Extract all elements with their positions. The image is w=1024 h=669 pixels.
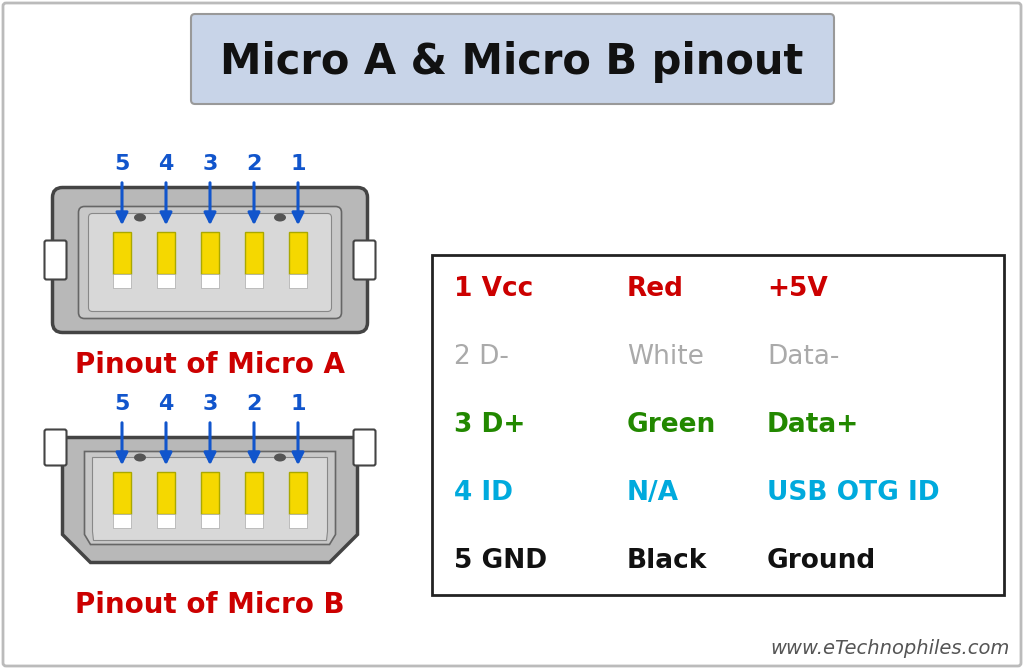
- Ellipse shape: [274, 213, 286, 221]
- Text: USB OTG ID: USB OTG ID: [767, 480, 940, 506]
- Bar: [113, 232, 131, 274]
- Text: 4: 4: [159, 154, 174, 174]
- Text: 1: 1: [290, 394, 306, 414]
- Text: Green: Green: [627, 412, 716, 438]
- Text: 2 D-: 2 D-: [454, 344, 509, 370]
- FancyBboxPatch shape: [3, 3, 1021, 666]
- Ellipse shape: [134, 454, 146, 462]
- Bar: [201, 274, 219, 288]
- FancyBboxPatch shape: [353, 429, 376, 466]
- Bar: [201, 232, 219, 274]
- Text: Pinout of Micro B: Pinout of Micro B: [75, 591, 345, 619]
- Polygon shape: [92, 458, 328, 541]
- Polygon shape: [85, 452, 336, 545]
- Text: 2: 2: [247, 394, 262, 414]
- Text: Data-: Data-: [767, 344, 840, 370]
- Bar: [157, 472, 175, 514]
- Bar: [113, 514, 131, 528]
- Bar: [201, 472, 219, 514]
- FancyBboxPatch shape: [44, 240, 67, 280]
- Bar: [157, 232, 175, 274]
- Bar: [245, 274, 263, 288]
- Text: 5: 5: [115, 394, 130, 414]
- Text: 4 ID: 4 ID: [454, 480, 513, 506]
- Bar: [289, 472, 307, 514]
- Text: Micro A & Micro B pinout: Micro A & Micro B pinout: [220, 41, 804, 83]
- Bar: [157, 514, 175, 528]
- Text: 3: 3: [203, 154, 218, 174]
- Text: White: White: [627, 344, 703, 370]
- FancyBboxPatch shape: [79, 207, 341, 318]
- Bar: [245, 232, 263, 274]
- Bar: [289, 514, 307, 528]
- Bar: [201, 514, 219, 528]
- Bar: [113, 472, 131, 514]
- Text: Data+: Data+: [767, 412, 859, 438]
- Text: 2: 2: [247, 154, 262, 174]
- FancyBboxPatch shape: [88, 213, 332, 312]
- Text: 3 D+: 3 D+: [454, 412, 525, 438]
- Text: 1 Vcc: 1 Vcc: [454, 276, 534, 302]
- FancyBboxPatch shape: [44, 429, 67, 466]
- Ellipse shape: [134, 213, 146, 221]
- Text: 4: 4: [159, 394, 174, 414]
- FancyBboxPatch shape: [353, 240, 376, 280]
- Bar: [113, 274, 131, 288]
- Text: 5 GND: 5 GND: [454, 548, 547, 574]
- Text: www.eTechnophiles.com: www.eTechnophiles.com: [771, 638, 1010, 658]
- Text: 5: 5: [115, 154, 130, 174]
- Bar: [245, 472, 263, 514]
- Ellipse shape: [274, 454, 286, 462]
- FancyBboxPatch shape: [52, 187, 368, 332]
- Text: Black: Black: [627, 548, 708, 574]
- Bar: [289, 232, 307, 274]
- Bar: [289, 274, 307, 288]
- Bar: [157, 274, 175, 288]
- Text: 1: 1: [290, 154, 306, 174]
- Bar: [432, 255, 1004, 595]
- Bar: [245, 514, 263, 528]
- FancyBboxPatch shape: [191, 14, 834, 104]
- Text: Pinout of Micro A: Pinout of Micro A: [75, 351, 345, 379]
- Text: 3: 3: [203, 394, 218, 414]
- Text: Ground: Ground: [767, 548, 877, 574]
- Text: N/A: N/A: [627, 480, 679, 506]
- Text: Red: Red: [627, 276, 684, 302]
- Text: +5V: +5V: [767, 276, 827, 302]
- Polygon shape: [62, 438, 357, 563]
